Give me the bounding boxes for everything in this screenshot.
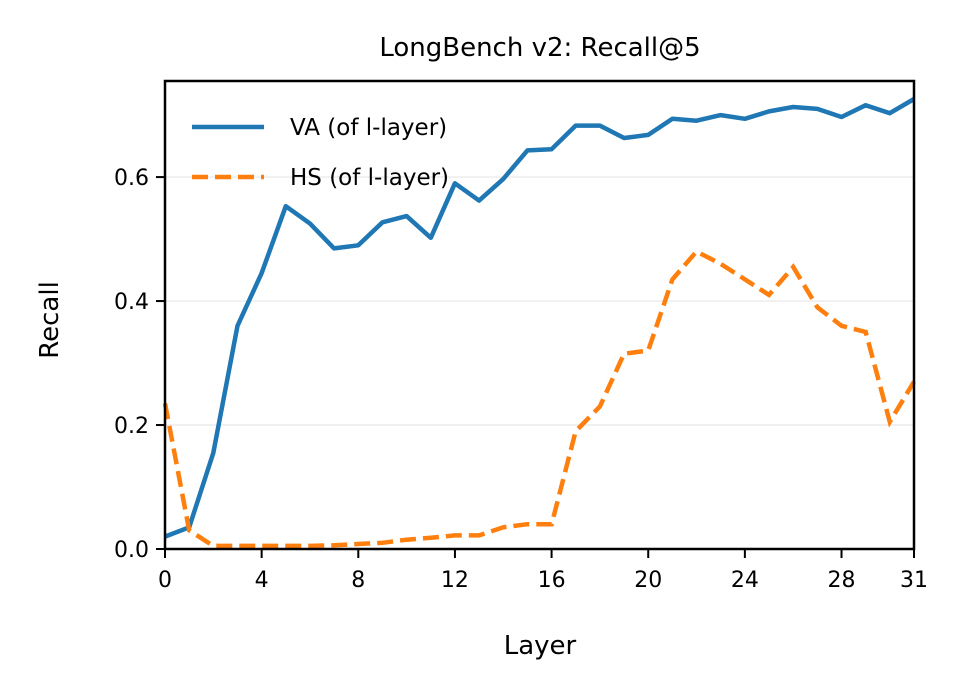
x-tick-label-7: 28 <box>828 568 856 593</box>
legend-label-va: VA (of l-layer) <box>290 115 447 141</box>
y-axis-title: Recall <box>35 281 65 359</box>
legend-label-hs: HS (of l-layer) <box>290 165 449 191</box>
x-tick-label-2: 8 <box>351 568 365 593</box>
x-tick-label-6: 24 <box>731 568 759 593</box>
series-layer <box>162 97 916 549</box>
chart-title: LongBench v2: Recall@5 <box>379 33 700 63</box>
x-axis-title: Layer <box>504 631 577 661</box>
x-tick-label-0: 0 <box>158 568 172 593</box>
y-tick-label-0: 0.0 <box>114 538 149 563</box>
x-tick-label-3: 12 <box>441 568 469 593</box>
y-tick-label-2: 0.4 <box>114 290 149 315</box>
x-tick-label-8: 31 <box>900 568 928 593</box>
x-tick-label-1: 4 <box>255 568 269 593</box>
x-tick-label-4: 16 <box>538 568 566 593</box>
series-line-hs <box>162 248 916 549</box>
series-line-va <box>164 97 916 539</box>
legend: VA (of l-layer) HS (of l-layer) <box>192 115 449 191</box>
plot-frame <box>163 79 916 551</box>
x-tick-label-5: 20 <box>634 568 662 593</box>
y-tick-label-1: 0.2 <box>114 414 149 439</box>
y-tick-label-3: 0.6 <box>114 166 149 191</box>
x-axis: 0 4 8 12 16 20 24 28 31 <box>158 549 928 593</box>
y-axis: 0.0 0.2 0.4 0.6 <box>114 166 165 563</box>
